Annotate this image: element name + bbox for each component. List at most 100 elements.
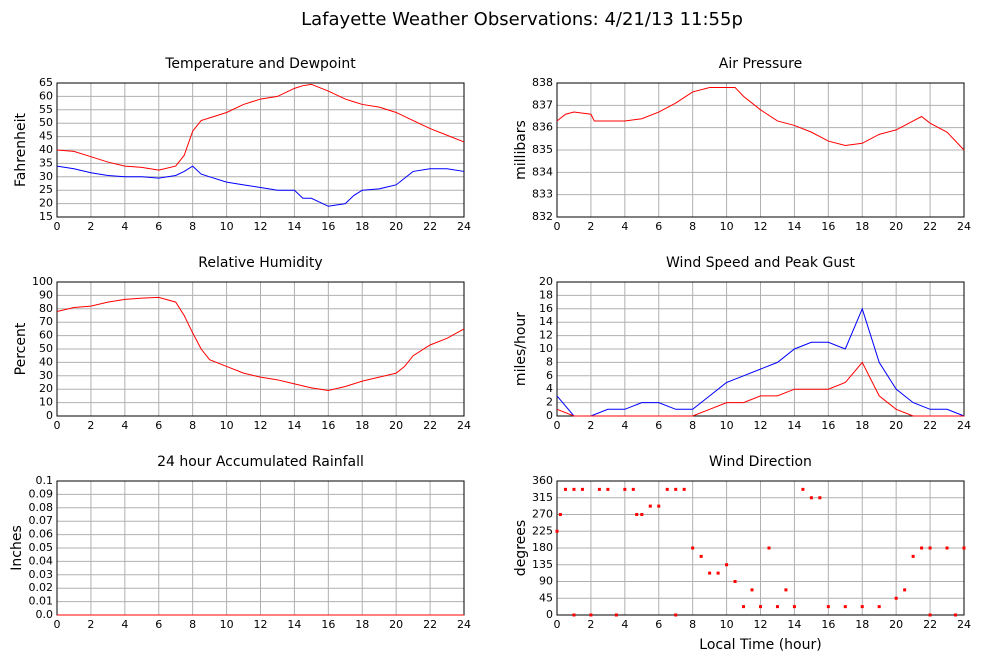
scatter-point: [580, 487, 584, 491]
x-tick-label: 22: [423, 618, 437, 631]
scatter-point: [792, 605, 796, 609]
x-tick-label: 24: [457, 220, 471, 233]
x-tick-label: 6: [655, 618, 662, 631]
x-tick-label: 4: [121, 419, 128, 432]
y-tick-label: 0: [546, 409, 553, 422]
y-tick-label: 6: [546, 369, 553, 382]
scatter-point: [775, 605, 779, 609]
y-tick-label: 70: [39, 315, 53, 328]
y-tick-label: 40: [39, 355, 53, 368]
x-tick-label: 24: [457, 618, 471, 631]
x-tick-label: 6: [155, 220, 162, 233]
y-tick-label: 65: [39, 76, 53, 89]
y-tick-label: 90: [539, 575, 553, 588]
scatter-point: [657, 504, 661, 508]
x-tick-label: 14: [287, 220, 301, 233]
scatter-point: [708, 571, 712, 575]
y-tick-label: 225: [532, 524, 553, 537]
scatter-point: [614, 613, 618, 617]
y-tick-label: 838: [532, 76, 553, 89]
y-tick-label: 0.05: [29, 541, 54, 554]
y-tick-label: 834: [532, 165, 553, 178]
x-tick-label: 0: [54, 618, 61, 631]
x-tick-label: 14: [287, 419, 301, 432]
scatter-point: [631, 487, 635, 491]
scatter-point: [809, 496, 813, 500]
y-tick-label: 0.07: [29, 514, 54, 527]
x-tick-label: 2: [587, 419, 594, 432]
x-tick-label: 20: [389, 618, 403, 631]
x-tick-label: 14: [287, 618, 301, 631]
x-tick-label: 22: [923, 419, 937, 432]
scatter-point: [674, 613, 678, 617]
scatter-point: [928, 546, 932, 550]
scatter-point: [767, 546, 771, 550]
x-tick-label: 12: [754, 618, 768, 631]
x-tick-label: 22: [923, 618, 937, 631]
x-tick-label: 8: [189, 220, 196, 233]
scatter-point: [665, 487, 669, 491]
y-tick-label: 0.04: [29, 554, 54, 567]
scatter-point: [826, 605, 830, 609]
series-line: [56, 296, 465, 392]
chart-title: Temperature and Dewpoint: [164, 56, 356, 72]
x-tick-label: 16: [821, 618, 835, 631]
y-tick-label: 40: [39, 143, 53, 156]
x-tick-label: 22: [923, 220, 937, 233]
x-tick-label: 10: [720, 618, 734, 631]
y-tick-label: 835: [532, 143, 553, 156]
x-tick-label: 18: [855, 419, 869, 432]
x-tick-label: 24: [957, 220, 971, 233]
y-axis-label: degrees: [513, 520, 529, 576]
scatter-point: [635, 513, 639, 516]
y-tick-label: 4: [546, 382, 553, 395]
y-tick-label: 15: [39, 210, 53, 223]
scatter-point: [716, 571, 720, 575]
scatter-point: [784, 588, 788, 592]
x-tick-label: 20: [389, 220, 403, 233]
scatter-point: [903, 588, 907, 592]
y-tick-label: 30: [39, 170, 53, 183]
scatter-point: [894, 596, 898, 600]
y-tick-label: 10: [39, 396, 53, 409]
y-tick-label: 0.06: [29, 528, 54, 541]
x-tick-label: 20: [889, 618, 903, 631]
x-tick-label: 4: [121, 618, 128, 631]
plot-frame: [556, 281, 965, 417]
y-tick-label: 50: [39, 116, 53, 129]
y-tick-label: 30: [39, 369, 53, 382]
scatter-point: [623, 487, 627, 491]
y-tick-label: 8: [546, 355, 553, 368]
y-tick-label: 10: [539, 342, 553, 355]
chart-title: Wind Speed and Peak Gust: [666, 255, 855, 271]
x-tick-label: 24: [957, 419, 971, 432]
scatter-point: [563, 487, 567, 491]
x-tick-label: 24: [457, 419, 471, 432]
scatter-point: [843, 605, 847, 609]
x-tick-label: 2: [87, 618, 94, 631]
y-tick-label: 14: [539, 315, 553, 328]
y-axis-label: Inches: [9, 525, 25, 570]
x-tick-label: 2: [87, 220, 94, 233]
scatter-point: [640, 513, 644, 516]
y-tick-label: 35: [39, 156, 53, 169]
x-tick-label: 8: [689, 419, 696, 432]
y-tick-label: 55: [39, 103, 53, 116]
y-tick-label: 315: [532, 491, 553, 504]
y-tick-label: 180: [532, 541, 553, 554]
x-tick-label: 6: [155, 419, 162, 432]
x-tick-label: 12: [254, 419, 268, 432]
y-tick-label: 0: [546, 608, 553, 621]
x-tick-label: 8: [689, 618, 696, 631]
y-tick-label: 20: [39, 382, 53, 395]
x-tick-label: 4: [621, 618, 628, 631]
x-tick-label: 20: [889, 419, 903, 432]
y-tick-label: 18: [539, 288, 553, 301]
scatter-point: [750, 588, 754, 592]
y-tick-label: 135: [532, 558, 553, 571]
x-tick-label: 22: [423, 419, 437, 432]
y-tick-label: 836: [532, 121, 553, 134]
y-tick-label: 45: [39, 130, 53, 143]
x-tick-label: 24: [957, 618, 971, 631]
x-tick-label: 16: [321, 220, 335, 233]
